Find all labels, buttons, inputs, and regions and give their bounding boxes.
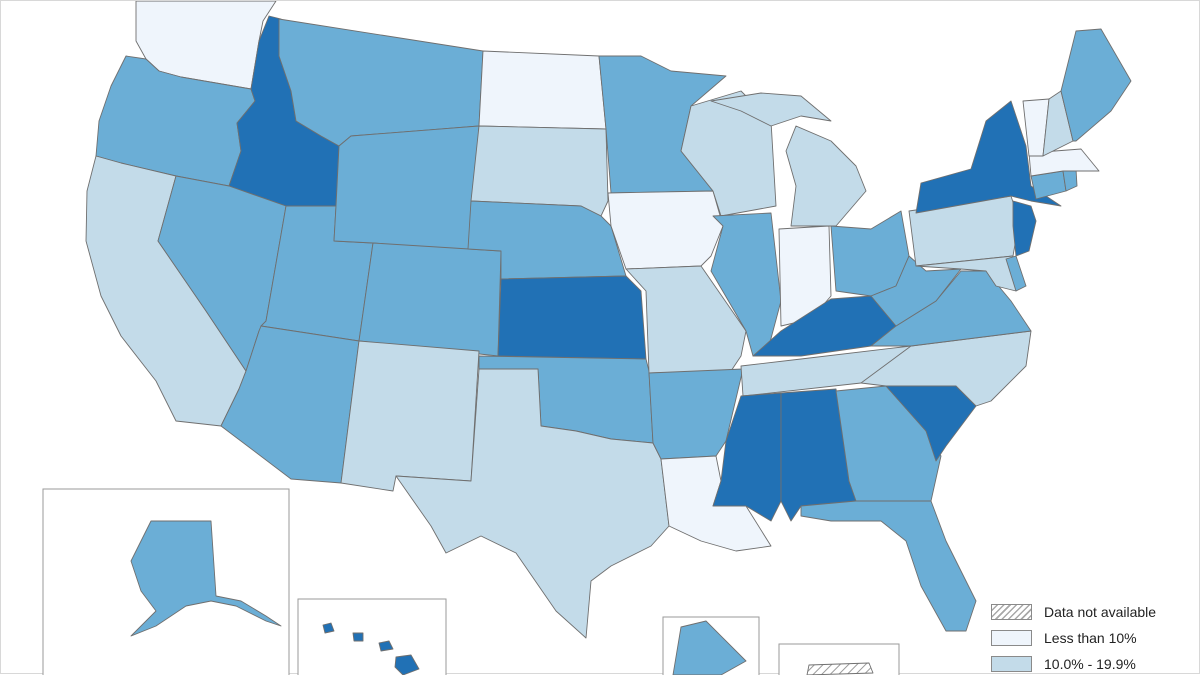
- state-alaska[interactable]: [130, 520, 282, 637]
- state-missouri[interactable]: [625, 265, 747, 374]
- state-massachusetts[interactable]: [1028, 148, 1100, 177]
- legend-item-10-to-19-9: 10.0% - 19.9%: [991, 651, 1196, 677]
- puerto-rico-inset: [778, 643, 900, 675]
- state-colorado[interactable]: [358, 242, 502, 357]
- state-new-jersey[interactable]: [1012, 200, 1037, 257]
- legend-swatch-not-available: [991, 604, 1032, 620]
- state-new-mexico[interactable]: [340, 340, 480, 492]
- state-maine[interactable]: [1060, 28, 1132, 142]
- state-west-virginia[interactable]: [870, 255, 962, 327]
- state-new-york[interactable]: [915, 100, 1062, 214]
- legend-label-not-available: Data not available: [1044, 604, 1157, 620]
- state-district-of-columbia[interactable]: [672, 620, 747, 675]
- hawaii-inset: [297, 598, 447, 675]
- state-iowa[interactable]: [607, 190, 724, 270]
- state-rhode-island[interactable]: [1062, 168, 1078, 192]
- state-maryland[interactable]: [915, 255, 1017, 292]
- dc-inset: [662, 616, 760, 675]
- state-michigan[interactable]: [785, 125, 867, 227]
- legend-swatch-less-than-10: [991, 630, 1032, 646]
- legend-item-less-than-10: Less than 10%: [991, 625, 1196, 651]
- state-michigan-upper[interactable]: [710, 92, 832, 127]
- legend-swatch-10-to-19-9: [991, 656, 1032, 672]
- state-north-dakota[interactable]: [478, 50, 607, 130]
- state-kansas[interactable]: [497, 275, 647, 360]
- state-delaware[interactable]: [1005, 255, 1027, 292]
- state-louisiana[interactable]: [660, 455, 772, 552]
- state-hawaii[interactable]: [322, 622, 420, 675]
- state-montana[interactable]: [278, 18, 484, 147]
- legend-label-less-than-10: Less than 10%: [1044, 630, 1137, 646]
- legend-label-10-to-19-9: 10.0% - 19.9%: [1044, 656, 1136, 672]
- map-legend: Data not available Less than 10% 10.0% -…: [991, 599, 1196, 677]
- legend-item-not-available: Data not available: [991, 599, 1196, 625]
- alaska-inset: [42, 488, 290, 675]
- states-layer: [85, 1, 1132, 639]
- state-wyoming[interactable]: [333, 125, 480, 252]
- state-puerto-rico[interactable]: [806, 662, 874, 675]
- state-texas[interactable]: [395, 368, 670, 639]
- state-florida[interactable]: [800, 500, 977, 632]
